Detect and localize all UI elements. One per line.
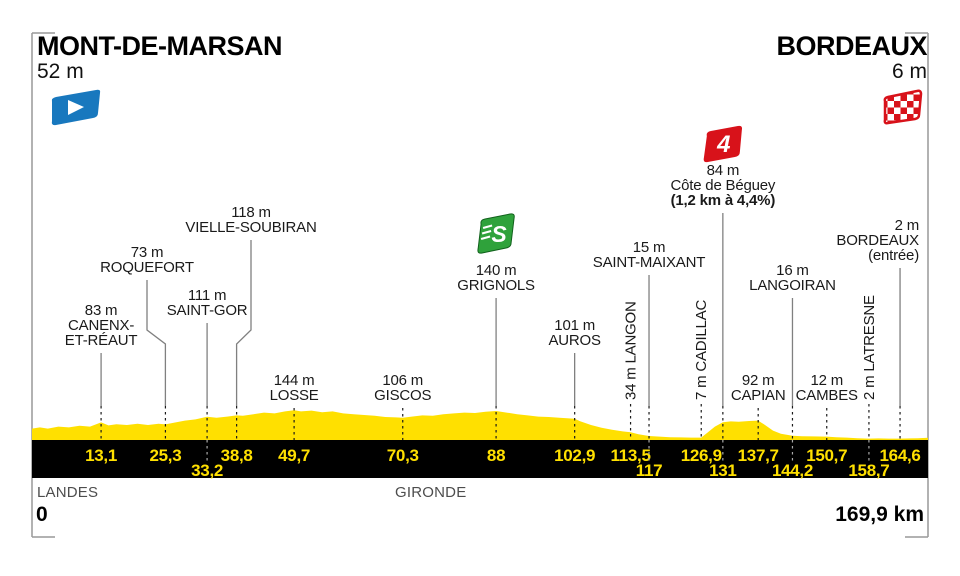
km-mark-latresne: 158,7	[848, 461, 889, 480]
marker-auros: 101 m AUROS 102,9	[548, 317, 601, 465]
marker-label-auros: 101 m AUROS	[548, 317, 601, 349]
total-distance-label: 169,9 km	[835, 503, 924, 526]
km-mark-giscos: 70,3	[387, 446, 419, 465]
marker-cote-de-beguey: 84 m Côte de Béguey (1,2 km à 4,4%) 4 131	[670, 125, 776, 480]
marker-label-cote-de-beguey: 84 m Côte de Béguey (1,2 km à 4,4%)	[670, 162, 775, 209]
marker-label-cambes: 12 m CAMBES	[796, 372, 858, 404]
marker-label-saint-maixant: 15 m SAINT-MAIXANT	[593, 239, 705, 271]
km-mark-roquefort: 25,3	[149, 446, 181, 465]
finish-city-name: BORDEAUX	[776, 31, 927, 61]
km-mark-langoiran: 144,2	[772, 461, 813, 480]
distance-bar	[32, 440, 928, 478]
svg-text:4: 4	[716, 131, 730, 158]
km-mark-saint-maixant: 117	[636, 461, 663, 480]
marker-label-roquefort: 73 m ROQUEFORT	[100, 244, 194, 276]
marker-canenx-et-reaut: 83 m CANENX-ET-RÉAUT 13,1	[65, 302, 138, 465]
marker-label-latresne: 2 m LATRESNE	[861, 295, 878, 400]
finish-flag-icon	[883, 89, 923, 125]
km-mark-langon: 113,5	[611, 446, 651, 465]
marker-label-canenx-et-reaut: 83 m CANENX-ET-RÉAUT	[65, 302, 138, 349]
marker-capian: 92 m CAPIAN 137,7	[731, 372, 786, 465]
elevation-profile	[32, 410, 928, 441]
marker-label-langoiran: 16 m LANGOIRAN	[749, 262, 836, 294]
marker-label-giscos: 106 m GISCOS	[374, 372, 431, 404]
km-mark-cadillac: 126,9	[681, 446, 722, 465]
marker-giscos: 106 m GISCOS 70,3	[374, 372, 432, 465]
marker-bordeaux-entree: 2 m BORDEAUX (entrée) 164,6	[836, 217, 920, 465]
marker-grignols: 140 m GRIGNOLS S 88	[457, 213, 535, 465]
marker-langon: 34 m LANGON 113,5	[611, 301, 651, 465]
marker-latresne: 2 m LATRESNE 158,7	[848, 295, 889, 480]
km-mark-losse: 49,7	[278, 446, 310, 465]
marker-langoiran: 16 m LANGOIRAN 144,2	[749, 262, 836, 480]
marker-saint-gor: 111 m SAINT-GOR 33,2	[167, 287, 248, 480]
leader-line-roquefort	[146, 280, 167, 406]
marker-label-bordeaux-entree: 2 m BORDEAUX (entrée)	[836, 217, 919, 264]
depart-flag-icon	[51, 89, 101, 126]
department-label-landes: LANDES	[37, 484, 98, 501]
marker-label-capian: 92 m CAPIAN	[731, 372, 786, 404]
start-km-label: 0	[36, 503, 48, 526]
svg-text:S: S	[491, 221, 507, 247]
km-mark-saint-gor: 33,2	[191, 461, 223, 480]
km-mark-vielle-soubiran: 38,8	[221, 446, 253, 465]
category-4-climb-icon: 4	[703, 125, 743, 163]
marker-losse: 144 m LOSSE 49,7	[270, 372, 319, 465]
km-mark-bordeaux-entree: 164,6	[880, 446, 921, 465]
marker-label-grignols: 140 m GRIGNOLS	[457, 262, 535, 294]
km-mark-capian: 137,7	[738, 446, 779, 465]
marker-label-losse: 144 m LOSSE	[270, 372, 319, 404]
marker-label-cadillac: 7 m CADILLAC	[693, 300, 710, 400]
start-block: MONT-DE-MARSAN 52 m	[37, 33, 282, 84]
sprint-icon: S	[477, 213, 515, 254]
marker-vielle-soubiran: 118 m VIELLE-SOUBIRAN 38,8	[185, 204, 316, 465]
start-city-name: MONT-DE-MARSAN	[37, 31, 282, 61]
km-mark-auros: 102,9	[554, 446, 595, 465]
start-elevation: 52 m	[37, 60, 84, 83]
marker-label-langon: 34 m LANGON	[623, 301, 640, 400]
leader-line-vielle-soubiran	[235, 240, 252, 406]
marker-saint-maixant: 15 m SAINT-MAIXANT 117	[593, 239, 706, 480]
finish-block: BORDEAUX 6 m	[776, 33, 927, 84]
marker-roquefort: 73 m ROQUEFORT 25,3	[100, 244, 194, 465]
km-mark-cambes: 150,7	[806, 446, 847, 465]
marker-label-saint-gor: 111 m SAINT-GOR	[167, 287, 248, 319]
marker-label-vielle-soubiran: 118 m VIELLE-SOUBIRAN	[185, 204, 316, 236]
finish-elevation: 6 m	[891, 60, 927, 83]
km-mark-grignols: 88	[487, 446, 505, 465]
marker-cambes: 12 m CAMBES 150,7	[796, 372, 859, 465]
department-label-gironde: GIRONDE	[395, 484, 466, 501]
marker-cadillac: 7 m CADILLAC 126,9	[681, 300, 722, 465]
km-mark-canenx-et-reaut: 13,1	[85, 446, 117, 465]
km-mark-cote-de-beguey: 131	[709, 461, 736, 480]
